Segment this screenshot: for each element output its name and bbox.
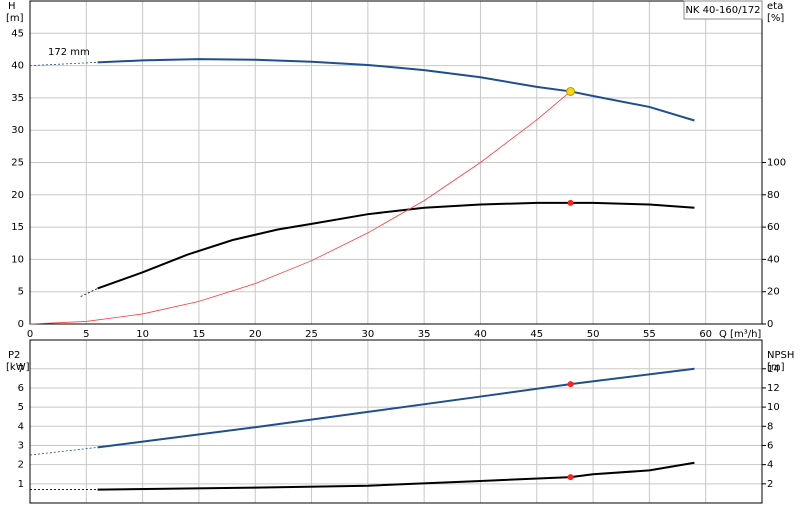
x-tick-label: 45 — [530, 329, 543, 340]
y-tick-label: 4 — [18, 421, 24, 432]
x-tick-label: 15 — [193, 329, 206, 340]
duty-point — [567, 199, 574, 206]
y2-tick-label: 8 — [767, 421, 773, 432]
y-tick-label: 5 — [18, 287, 24, 298]
curve — [97, 201, 695, 290]
y2-tick-label: 12 — [767, 383, 780, 394]
y2-tick-label: 60 — [767, 222, 780, 233]
chart-title: NK 40-160/172 — [685, 5, 760, 16]
x-tick-label: 5 — [83, 329, 89, 340]
y2-axis-unit: [m] — [767, 362, 785, 373]
plot-frame — [29, 339, 763, 504]
y-axis-label: H — [8, 1, 16, 12]
plot-frame — [29, 0, 763, 325]
y-axis-unit: [m] — [6, 13, 24, 24]
y-axis-label: P2 — [8, 350, 20, 361]
y2-tick-label: 2 — [767, 479, 773, 490]
y-tick-label: 3 — [18, 440, 24, 451]
curve — [97, 58, 695, 122]
curve — [80, 288, 98, 297]
x-tick-label: 50 — [587, 329, 600, 340]
y-tick-label: 25 — [11, 158, 24, 169]
y2-axis-label: eta — [767, 1, 783, 12]
title-box — [683, 0, 763, 20]
y-tick-label: 20 — [11, 190, 24, 201]
y2-tick-label: 100 — [767, 158, 786, 169]
x-tick-label: 40 — [474, 329, 487, 340]
x-tick-label: 55 — [643, 329, 656, 340]
x-tick-label: 0 — [27, 329, 33, 340]
y-tick-label: 35 — [11, 93, 24, 104]
curve — [97, 461, 695, 491]
x-tick-label: 10 — [136, 329, 149, 340]
x-tick-label: 20 — [249, 329, 262, 340]
curve — [29, 446, 98, 456]
x-tick-label: 35 — [418, 329, 431, 340]
duty-point — [566, 86, 576, 96]
y2-tick-label: 14 — [767, 364, 780, 375]
y-tick-label: 7 — [18, 364, 24, 375]
y-tick-label: 30 — [11, 125, 24, 136]
y2-tick-label: 20 — [767, 287, 780, 298]
y2-tick-label: 6 — [767, 440, 773, 451]
y2-tick-label: 0 — [767, 319, 773, 330]
y-tick-label: 5 — [18, 402, 24, 413]
curve-annotation: 172 mm — [48, 47, 90, 58]
x-axis-label: Q [m³/h] — [719, 329, 761, 340]
curve — [29, 61, 98, 66]
curve — [29, 91, 571, 325]
y2-tick-label: 4 — [767, 460, 773, 471]
y2-axis-label: NPSH — [767, 350, 794, 361]
y-tick-label: 45 — [11, 28, 24, 39]
y2-tick-label: 80 — [767, 190, 780, 201]
x-tick-label: 60 — [699, 329, 712, 340]
duty-point — [567, 381, 574, 388]
y-tick-label: 15 — [11, 222, 24, 233]
y-tick-label: 0 — [18, 319, 24, 330]
y-axis-unit: [kW] — [6, 362, 30, 373]
y-tick-label: 1 — [18, 479, 24, 490]
duty-point — [567, 474, 574, 481]
x-tick-label: 30 — [361, 329, 374, 340]
y-tick-label: 6 — [18, 383, 24, 394]
y-tick-label: 40 — [11, 61, 24, 72]
x-tick-label: 25 — [305, 329, 318, 340]
y2-axis-unit: [%] — [767, 13, 784, 24]
y-tick-label: 2 — [18, 460, 24, 471]
y2-tick-label: 10 — [767, 402, 780, 413]
y-tick-label: 10 — [11, 254, 24, 265]
y2-tick-label: 40 — [767, 254, 780, 265]
